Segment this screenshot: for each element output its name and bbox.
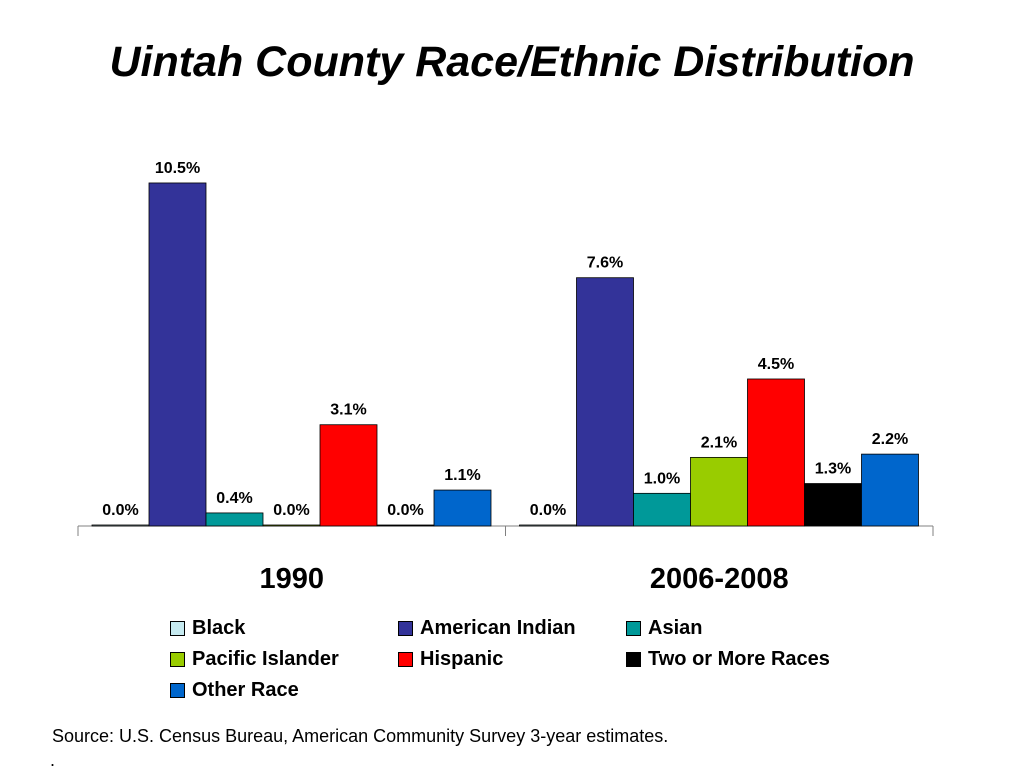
x-tick-label: 2006-2008 — [650, 563, 789, 595]
bar — [376, 524, 435, 527]
legend-item: Two or More Races — [626, 648, 854, 670]
bar-chart: 0.0% 10.5% 0.4% 0.0% 3.1% 0.0% 1.1% 1990 0.0% 7.6… — [77, 160, 934, 595]
data-label: 1.0% — [644, 470, 680, 487]
legend-label: Pacific Islander — [192, 648, 339, 670]
data-label: 0.0% — [387, 502, 423, 519]
data-label: 0.0% — [530, 502, 566, 519]
data-label: 10.5% — [155, 160, 200, 177]
bar — [148, 182, 207, 527]
data-label: 2.2% — [872, 431, 908, 448]
legend-swatch — [626, 621, 641, 636]
legend-label: Asian — [648, 617, 703, 639]
bar — [690, 456, 748, 527]
bar — [576, 277, 634, 527]
data-label: 0.0% — [102, 502, 138, 519]
bar — [319, 424, 378, 527]
data-label: 2.1% — [701, 434, 737, 451]
footnote-mark: . — [50, 750, 56, 770]
data-label: 3.1% — [330, 402, 366, 419]
source-note: Source: U.S. Census Bureau, American Com… — [52, 726, 669, 746]
bar — [262, 524, 321, 527]
legend-label: Two or More Races — [648, 648, 830, 670]
legend-item: Other Race — [170, 679, 398, 701]
legend-swatch — [170, 621, 185, 636]
legend-item: Asian — [626, 617, 854, 639]
bar — [91, 524, 150, 527]
chart-title: Uintah County Race/Ethnic Distribution — [109, 38, 915, 86]
data-label: 7.6% — [587, 255, 623, 272]
bar — [861, 453, 919, 527]
bar — [433, 489, 492, 527]
legend-item: American Indian — [398, 617, 626, 639]
data-label: 1.3% — [815, 461, 851, 478]
bar — [804, 483, 862, 527]
legend-label: American Indian — [420, 617, 576, 639]
bar — [519, 524, 577, 527]
legend-label: Hispanic — [420, 648, 504, 670]
legend: Black American Indian Asian Pacific Islande… — [170, 617, 870, 701]
legend-item: Black — [170, 617, 398, 639]
bar — [747, 378, 805, 527]
data-label: 4.5% — [758, 356, 794, 373]
data-label: 0.4% — [216, 490, 252, 507]
legend-item: Pacific Islander — [170, 648, 398, 670]
bar — [205, 512, 264, 527]
x-tick-label: 1990 — [259, 563, 324, 595]
legend-swatch — [398, 621, 413, 636]
legend-label: Other Race — [192, 679, 299, 701]
legend-swatch — [170, 652, 185, 667]
legend-swatch — [170, 683, 185, 698]
legend-label: Black — [192, 617, 246, 639]
data-label: 0.0% — [273, 502, 309, 519]
data-label: 1.1% — [444, 467, 480, 484]
legend-swatch — [626, 652, 641, 667]
legend-item: Hispanic — [398, 648, 626, 670]
bar — [633, 492, 691, 527]
legend-swatch — [398, 652, 413, 667]
